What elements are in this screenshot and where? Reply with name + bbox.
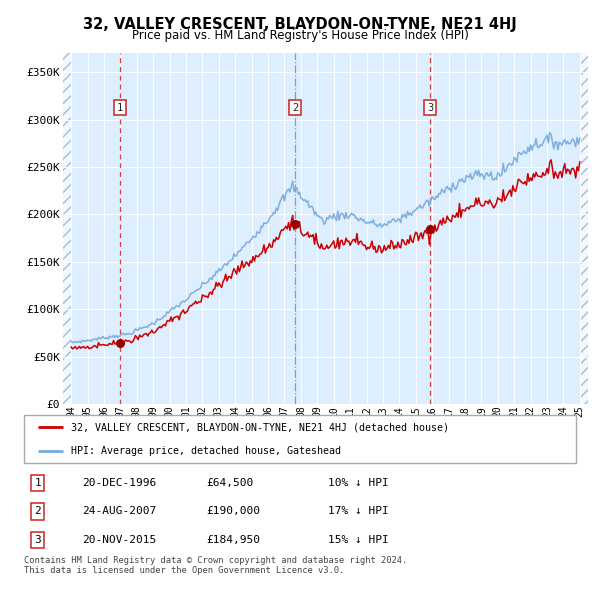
Text: 1: 1: [34, 478, 41, 488]
Bar: [580, 53, 588, 404]
Text: £190,000: £190,000: [206, 506, 260, 516]
Text: 3: 3: [427, 103, 434, 113]
Text: HPI: Average price, detached house, Gateshead: HPI: Average price, detached house, Gate…: [71, 445, 341, 455]
Text: 32, VALLEY CRESCENT, BLAYDON-ON-TYNE, NE21 4HJ (detached house): 32, VALLEY CRESCENT, BLAYDON-ON-TYNE, NE…: [71, 422, 449, 432]
Text: 32, VALLEY CRESCENT, BLAYDON-ON-TYNE, NE21 4HJ: 32, VALLEY CRESCENT, BLAYDON-ON-TYNE, NE…: [83, 17, 517, 31]
Text: 17% ↓ HPI: 17% ↓ HPI: [328, 506, 388, 516]
Text: 2: 2: [292, 103, 298, 113]
Text: 1: 1: [116, 103, 123, 113]
Text: 20-DEC-1996: 20-DEC-1996: [82, 478, 156, 488]
Text: 24-AUG-2007: 24-AUG-2007: [82, 506, 156, 516]
Text: £184,950: £184,950: [206, 535, 260, 545]
FancyBboxPatch shape: [24, 415, 576, 463]
Bar: [63, 53, 71, 404]
Text: 10% ↓ HPI: 10% ↓ HPI: [328, 478, 388, 488]
Text: 2: 2: [34, 506, 41, 516]
Bar: [63, 53, 71, 404]
Text: 20-NOV-2015: 20-NOV-2015: [82, 535, 156, 545]
Text: £64,500: £64,500: [206, 478, 253, 488]
Bar: [580, 53, 588, 404]
Text: Contains HM Land Registry data © Crown copyright and database right 2024.
This d: Contains HM Land Registry data © Crown c…: [24, 556, 407, 575]
Text: 3: 3: [34, 535, 41, 545]
Text: 15% ↓ HPI: 15% ↓ HPI: [328, 535, 388, 545]
Text: Price paid vs. HM Land Registry's House Price Index (HPI): Price paid vs. HM Land Registry's House …: [131, 30, 469, 42]
